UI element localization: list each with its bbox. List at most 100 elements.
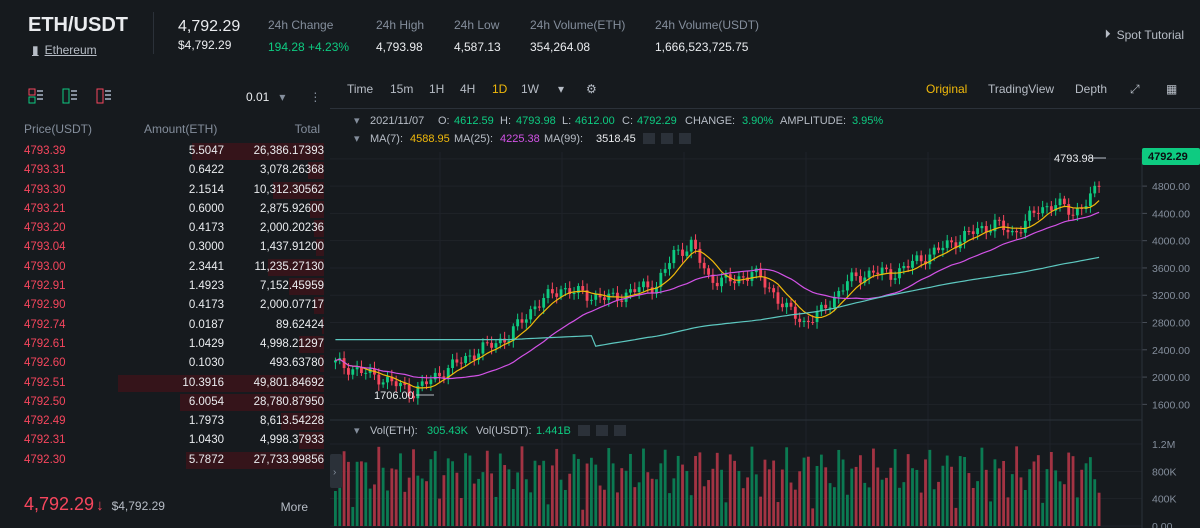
volume-bar (611, 463, 615, 526)
ma7-label: MA(7): (370, 133, 403, 145)
orderbook-row[interactable]: 4792.74 0.0187 89.62424 (10, 316, 326, 335)
volume-bar (798, 471, 802, 526)
volume-bar (885, 477, 888, 526)
stat-value: 4,587.13 (454, 40, 501, 54)
candle-body (464, 356, 467, 364)
orderbook-row[interactable]: 4793.39 5.5047 26,386.17393 (10, 142, 326, 161)
current-price-tag: 4792.29 (1142, 148, 1200, 165)
candle-body (481, 342, 485, 354)
volume-bar (581, 509, 585, 526)
more-vertical-icon[interactable]: ⋮ (309, 90, 322, 104)
row-amount: 2.1514 (188, 183, 224, 196)
interval-4h[interactable]: 4H (460, 82, 476, 96)
volume-bar (355, 461, 359, 526)
interval-dropdown-icon[interactable]: ▾ (558, 82, 565, 96)
candle-body (767, 287, 771, 289)
volume-bar (1071, 456, 1075, 526)
candle-body (1075, 207, 1079, 216)
more-link[interactable]: More (280, 500, 308, 514)
scroll-handle[interactable] (330, 454, 342, 488)
orderbook-row[interactable]: 4792.49 1.7973 8,613.54228 (10, 412, 326, 431)
volume-bar (472, 483, 476, 526)
volume-bar (850, 468, 854, 526)
stat-label: 24h Volume(ETH) (530, 18, 626, 32)
orderbook-row[interactable]: 4792.31 1.0430 4,998.37933 (10, 431, 326, 450)
spot-tutorial-link[interactable]: ⏵ Spot Tutorial (1105, 27, 1184, 42)
settings-sliders-icon[interactable]: ⚙ (586, 82, 597, 96)
precision-select[interactable]: 0.01 ▾ ⋮ (246, 90, 321, 104)
interval-time[interactable]: Time (347, 82, 374, 96)
orderbook-bids-icon[interactable] (62, 88, 78, 104)
interval-1h[interactable]: 1H (429, 82, 445, 96)
last-price-usd: $4,792.29 (111, 499, 165, 513)
candle-body (1062, 198, 1066, 205)
volume-bar (1010, 474, 1014, 526)
candle-body (802, 320, 806, 322)
ma-close-icon (679, 133, 691, 144)
orderbook-row[interactable]: 4793.31 0.6422 3,078.26368 (10, 161, 326, 180)
orderbook-row[interactable]: 4792.91 1.4923 7,152.45959 (10, 277, 326, 296)
orderbook-row[interactable]: 4792.60 0.1030 493.63780 (10, 354, 326, 373)
candlestick-chart[interactable]: 5200.004800.004400.004000.003600.003200.… (330, 108, 1200, 528)
orderbook-row[interactable]: 4793.04 0.3000 1,437.91200 (10, 238, 326, 257)
orderbook-both-icon[interactable] (28, 88, 44, 104)
row-price: 4793.39 (24, 145, 66, 157)
coin-name[interactable]: Ethereum (44, 43, 97, 57)
volume-bar (416, 475, 420, 526)
row-total: 4,998.37933 (260, 434, 324, 447)
view-depth[interactable]: Depth (1075, 82, 1108, 96)
grid-layout-icon[interactable]: ▦ (1166, 82, 1178, 96)
candle-body (1080, 207, 1084, 209)
volume-bar (590, 457, 593, 526)
depth-bar (313, 220, 324, 238)
orderbook-row[interactable]: 4792.51 10.3916 49,801.84692 (10, 374, 326, 393)
volume-bar (451, 461, 454, 526)
header-last-price-usd: $4,792.29 (178, 38, 232, 52)
candle-body (937, 247, 940, 251)
symbol-title: ETH/USDT (28, 14, 128, 36)
coin-link[interactable]: ▮ Ethereum (32, 43, 97, 57)
volume-bar (759, 496, 763, 526)
orderbook-row[interactable]: 4793.20 0.4173 2,000.20236 (10, 219, 326, 238)
candle-body (993, 219, 997, 232)
view-tradingview[interactable]: TradingView (988, 82, 1055, 96)
view-original[interactable]: Original (926, 82, 968, 96)
interval-1w[interactable]: 1W (521, 82, 539, 96)
row-price: 4793.30 (24, 183, 66, 196)
candle-body (681, 249, 684, 256)
moving-averages (335, 200, 1100, 389)
orderbook-row[interactable]: 4793.21 0.6000 2,875.92600 (10, 200, 326, 219)
candle-body (889, 269, 893, 280)
interval-1d[interactable]: 1D (492, 82, 508, 96)
orderbook-row[interactable]: 4792.61 1.0429 4,998.21297 (10, 335, 326, 354)
volume-bar (1041, 502, 1045, 526)
interval-15m[interactable]: 15m (390, 82, 414, 96)
row-price: 4792.50 (24, 395, 66, 408)
orderbook-row[interactable]: 4793.00 2.3441 11,235.27130 (10, 258, 326, 277)
orderbook-asks-icon[interactable] (96, 88, 112, 104)
volume-bar (568, 473, 572, 526)
candle-body (429, 379, 433, 385)
precision-value[interactable]: 0.01 (246, 90, 270, 104)
candle-body (334, 360, 337, 363)
volume-bar (733, 460, 737, 526)
row-total: 26,386.17393 (253, 145, 324, 157)
orderbook-row[interactable]: 4792.90 0.4173 2,000.07717 (10, 296, 326, 315)
spot-tutorial-label[interactable]: Spot Tutorial (1116, 27, 1184, 42)
orderbook-row[interactable]: 4792.30 5.7872 27,733.99856 (10, 451, 326, 470)
candle-body (698, 248, 702, 263)
volume-bar (446, 458, 450, 526)
volume-bar (464, 453, 467, 526)
volume-bar (629, 453, 632, 526)
row-total: 493.63780 (269, 357, 324, 370)
orderbook-row[interactable]: 4792.50 6.0054 28,780.87950 (10, 393, 326, 412)
orderbook-row[interactable]: 4793.30 2.1514 10,312.30562 (10, 181, 326, 200)
volume-bar (824, 467, 828, 526)
volume-bar (989, 501, 993, 526)
volume-bar (520, 446, 524, 526)
row-total: 1,437.91200 (260, 241, 324, 254)
expand-icon[interactable]: ⤢ (1130, 82, 1140, 96)
candle-body (915, 255, 919, 261)
row-amount: 1.7973 (188, 415, 224, 428)
candle-body (954, 242, 958, 249)
